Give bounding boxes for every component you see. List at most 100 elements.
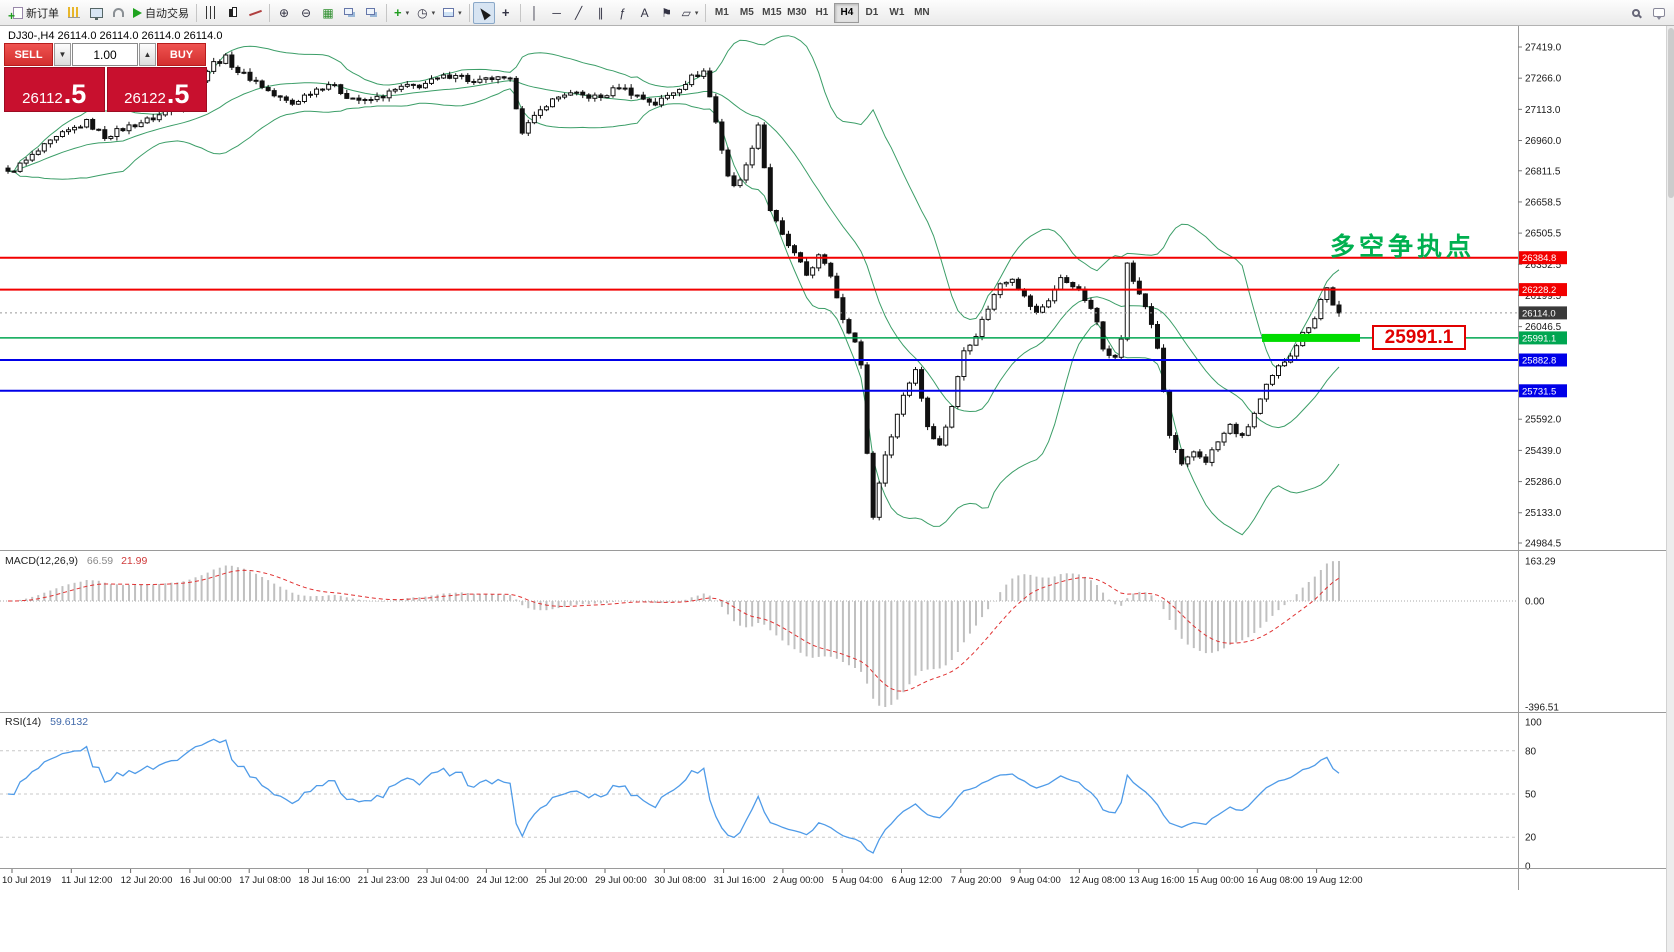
candles [5,51,1342,521]
timeframe-d1-button[interactable]: D1 [865,7,879,18]
feedback-icon [1653,8,1665,20]
horizontal-line-objects[interactable] [0,256,1518,392]
vertical-scrollbar[interactable] [1666,26,1674,952]
auto-trading-button[interactable]: 自动交易 [129,2,193,24]
svg-text:19 Aug 12:00: 19 Aug 12:00 [1307,875,1363,886]
svg-text:16 Aug 08:00: 16 Aug 08:00 [1247,875,1303,886]
price-callout-label[interactable]: 25991.1 [1372,325,1466,350]
svg-text:26352.5: 26352.5 [1525,260,1562,271]
candlestick-chart-type-button[interactable] [222,2,244,24]
line-chart-type-button[interactable] [244,2,266,24]
svg-text:9 Aug 04:00: 9 Aug 04:00 [1010,875,1061,886]
sell-button[interactable]: SELL [4,43,53,66]
line-chart-type-icon [248,9,262,16]
shapes-button[interactable]: ▱ ▾ [678,2,703,24]
volume-input[interactable] [72,43,138,66]
trendline-button[interactable]: ╱ [568,2,590,24]
svg-text:26199.5: 26199.5 [1525,291,1562,302]
cursor-button[interactable] [472,1,495,24]
timeframe-h1-button[interactable]: H1 [815,7,829,18]
timeframe-m1-button[interactable]: M1 [714,7,729,18]
rsi-panel: 100 80 50 20 0 [0,718,1542,873]
svg-text:26960.0: 26960.0 [1525,136,1562,147]
tile-windows-icon: ▦ [322,5,334,20]
horizontal-line-button[interactable]: ─ [546,2,568,24]
chart-canvas[interactable]: 27419.0 27266.0 27113.0 26960.0 26811.5 26658… [0,26,1674,952]
periods-button[interactable]: ◷ ▾ [413,2,439,24]
tile-windows-button[interactable]: ▦ [317,2,339,24]
cursor-icon [476,5,491,20]
feedback-button[interactable] [1648,2,1670,24]
chart-annotation-text[interactable]: 多空争执点 [1330,233,1476,261]
price-axis[interactable]: 27419.0 27266.0 27113.0 26960.0 26811.5 26658… [1518,26,1567,890]
zoom-out-button[interactable]: ⊖ [295,2,317,24]
label-button[interactable]: ⚑ [656,2,678,24]
data-window-button[interactable] [107,2,129,24]
timeframe-m15-button[interactable]: M15 [762,7,782,18]
text-button[interactable]: A [634,2,656,24]
label-icon: ⚑ [661,5,672,20]
svg-text:26114.0: 26114.0 [1522,308,1556,319]
timeframe-mn-button[interactable]: MN [914,7,930,18]
fibonacci-button[interactable]: ƒ [612,2,634,24]
scrollbar-thumb[interactable] [1668,28,1674,198]
timeframe-w1-button[interactable]: W1 [889,7,905,18]
rsi-indicator-label: RSI(14) 59.6132 [5,716,88,728]
sell-price-display[interactable]: 26112 .5 [4,67,105,112]
candlestick-chart-type-icon [227,6,240,19]
rsi-value: 59.6132 [50,716,89,728]
bar-chart-type-icon [205,6,217,19]
svg-text:27419.0: 27419.0 [1525,43,1562,54]
sell-price-main: 26112 [22,90,63,107]
svg-text:15 Aug 00:00: 15 Aug 00:00 [1188,875,1244,886]
svg-text:6 Aug 12:00: 6 Aug 12:00 [892,875,943,886]
bar-chart-type-button[interactable] [200,2,222,24]
new-order-button[interactable]: 新订单 [4,2,63,24]
chart-profile-button[interactable] [63,2,85,24]
macd-name: MACD(12,26,9) [5,555,78,567]
equidistant-channel-button[interactable]: ∥ [590,2,612,24]
volume-dropdown-button[interactable]: ▼ [54,43,71,66]
market-watch-button[interactable] [85,2,107,24]
timeframe-m5-button[interactable]: M5 [739,7,754,18]
chart-window[interactable]: 27419.0 27266.0 27113.0 26960.0 26811.5 26658… [0,26,1674,952]
vertical-line-button[interactable]: │ [524,2,546,24]
buy-price-display[interactable]: 26122 .5 [106,67,207,112]
svg-text:10 Jul 2019: 10 Jul 2019 [2,875,51,886]
svg-text:25439.0: 25439.0 [1525,446,1562,457]
cascade-windows-button[interactable] [339,2,361,24]
svg-text:27113.0: 27113.0 [1525,105,1561,116]
svg-text:2 Aug 00:00: 2 Aug 00:00 [773,875,824,886]
crosshair-button[interactable]: + [495,2,517,24]
templates-dropdown-icon: ▾ [458,9,462,17]
templates-button[interactable]: ▾ [439,2,466,24]
timeframe-m30-button[interactable]: M30 [787,7,807,18]
auto-trading-icon [133,7,142,18]
chart-profile-icon [68,7,80,18]
trendline-icon: ╱ [575,5,583,20]
volume-stepper-button[interactable]: ▲ [139,43,156,66]
one-click-trading-panel: SELL ▼ ▲ BUY 26112 .5 26122 .5 [4,43,207,112]
zoom-in-icon: ⊕ [278,5,290,20]
svg-text:25882.8: 25882.8 [1522,356,1556,367]
timeframe-h4-button[interactable]: H4 [834,2,860,23]
indicators-button[interactable]: + ▾ [390,2,413,24]
crosshair-icon: + [501,5,510,20]
indicators-icon: + [394,5,402,20]
zoom-in-button[interactable]: ⊕ [273,2,295,24]
macd-signal-value: 21.99 [121,555,148,567]
svg-text:0.00: 0.00 [1525,597,1545,608]
buy-button[interactable]: BUY [157,43,206,66]
arrange-windows-button[interactable] [361,2,383,24]
data-window-icon [112,8,124,17]
svg-text:29 Jul 00:00: 29 Jul 00:00 [595,875,647,886]
rsi-name: RSI(14) [5,716,42,728]
svg-text:11 Jul 12:00: 11 Jul 12:00 [61,875,112,886]
auto-trading-label: 自动交易 [145,7,189,20]
search-button[interactable] [1626,2,1648,24]
time-axis[interactable]: 10 Jul 2019 11 Jul 12:00 12 Jul 20:00 16 Ju… [2,869,1363,886]
svg-text:26046.5: 26046.5 [1525,322,1562,333]
search-icon [1631,8,1640,17]
macd-indicator-label: MACD(12,26,9) 66.59 21.99 [5,555,147,567]
toolbar-separator [269,3,270,22]
